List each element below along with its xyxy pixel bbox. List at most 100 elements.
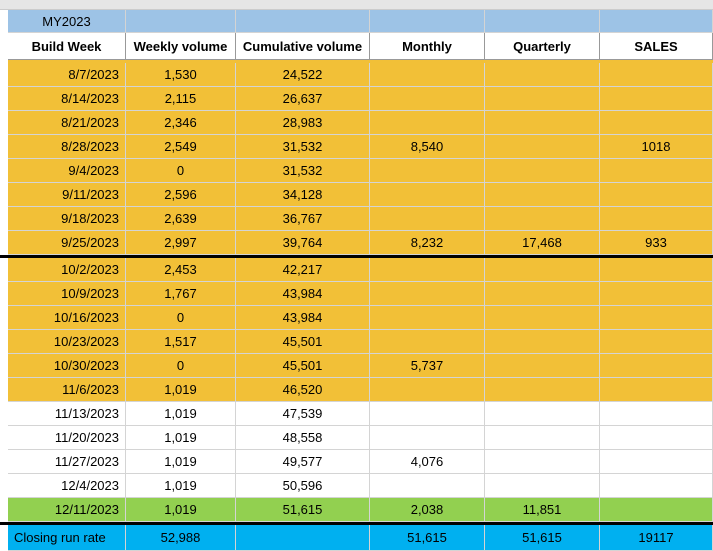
value-cell bbox=[370, 63, 485, 87]
value-cell: 31,532 bbox=[236, 135, 370, 159]
build-week: 9/11/2023 bbox=[8, 183, 126, 207]
column-header: SALES bbox=[600, 33, 713, 60]
value-cell bbox=[370, 207, 485, 231]
build-week: 9/25/2023 bbox=[8, 231, 126, 255]
value-cell: 49,577 bbox=[236, 450, 370, 474]
value-cell bbox=[485, 183, 600, 207]
value-cell bbox=[600, 282, 713, 306]
value-cell bbox=[485, 474, 600, 498]
column-header: Cumulative volume bbox=[236, 33, 370, 60]
build-week: 10/2/2023 bbox=[8, 258, 126, 282]
value-cell bbox=[600, 183, 713, 207]
value-cell: 1018 bbox=[600, 135, 713, 159]
value-cell bbox=[485, 207, 600, 231]
sheet-title: MY2023 bbox=[8, 10, 126, 33]
value-cell bbox=[370, 426, 485, 450]
value-cell bbox=[600, 354, 713, 378]
value-cell: 2,549 bbox=[126, 135, 236, 159]
value-cell bbox=[485, 426, 600, 450]
build-week: 11/27/2023 bbox=[8, 450, 126, 474]
value-cell: 1,019 bbox=[126, 474, 236, 498]
value-cell bbox=[370, 474, 485, 498]
column-strip bbox=[0, 0, 713, 10]
value-cell bbox=[600, 330, 713, 354]
value-cell bbox=[370, 87, 485, 111]
value-cell: 45,501 bbox=[236, 330, 370, 354]
value-cell: 28,983 bbox=[236, 111, 370, 135]
value-cell: 51,615 bbox=[236, 498, 370, 522]
value-cell: 2,346 bbox=[126, 111, 236, 135]
value-cell bbox=[485, 282, 600, 306]
closing-label: Closing run rate bbox=[8, 525, 126, 551]
value-cell bbox=[370, 402, 485, 426]
value-cell bbox=[600, 87, 713, 111]
value-cell bbox=[485, 378, 600, 402]
closing-value: 51,615 bbox=[485, 525, 600, 551]
value-cell bbox=[370, 330, 485, 354]
value-cell bbox=[485, 87, 600, 111]
build-week: 12/4/2023 bbox=[8, 474, 126, 498]
value-cell bbox=[485, 258, 600, 282]
value-cell: 2,596 bbox=[126, 183, 236, 207]
build-week: 10/23/2023 bbox=[8, 330, 126, 354]
value-cell: 46,520 bbox=[236, 378, 370, 402]
value-cell bbox=[485, 135, 600, 159]
value-cell: 1,019 bbox=[126, 450, 236, 474]
value-cell bbox=[370, 282, 485, 306]
title-cell bbox=[600, 10, 713, 33]
value-cell: 1,530 bbox=[126, 63, 236, 87]
closing-value bbox=[236, 525, 370, 551]
value-cell bbox=[485, 63, 600, 87]
build-week: 8/7/2023 bbox=[8, 63, 126, 87]
closing-value: 19117 bbox=[600, 525, 713, 551]
value-cell: 34,128 bbox=[236, 183, 370, 207]
title-cell bbox=[485, 10, 600, 33]
value-cell: 1,019 bbox=[126, 426, 236, 450]
value-cell bbox=[600, 402, 713, 426]
value-cell bbox=[600, 306, 713, 330]
value-cell: 933 bbox=[600, 231, 713, 255]
value-cell: 2,639 bbox=[126, 207, 236, 231]
title-cell bbox=[126, 10, 236, 33]
spacer bbox=[8, 60, 713, 64]
value-cell: 47,539 bbox=[236, 402, 370, 426]
value-cell: 0 bbox=[126, 306, 236, 330]
value-cell bbox=[600, 258, 713, 282]
build-week: 8/28/2023 bbox=[8, 135, 126, 159]
value-cell: 5,737 bbox=[370, 354, 485, 378]
build-week: 12/11/2023 bbox=[8, 498, 126, 522]
value-cell bbox=[600, 450, 713, 474]
value-cell: 43,984 bbox=[236, 306, 370, 330]
value-cell bbox=[370, 159, 485, 183]
build-week: 8/14/2023 bbox=[8, 87, 126, 111]
build-week: 9/4/2023 bbox=[8, 159, 126, 183]
value-cell bbox=[600, 63, 713, 87]
value-cell: 11,851 bbox=[485, 498, 600, 522]
title-cell bbox=[236, 10, 370, 33]
value-cell bbox=[485, 402, 600, 426]
value-cell: 26,637 bbox=[236, 87, 370, 111]
value-cell bbox=[485, 450, 600, 474]
value-cell: 0 bbox=[126, 159, 236, 183]
column-header: Quarterly bbox=[485, 33, 600, 60]
total-divider bbox=[0, 522, 713, 525]
value-cell bbox=[600, 111, 713, 135]
value-cell: 1,767 bbox=[126, 282, 236, 306]
value-cell: 31,532 bbox=[236, 159, 370, 183]
value-cell: 2,038 bbox=[370, 498, 485, 522]
build-week: 8/21/2023 bbox=[8, 111, 126, 135]
value-cell bbox=[485, 306, 600, 330]
quarter-divider bbox=[0, 255, 713, 258]
value-cell: 45,501 bbox=[236, 354, 370, 378]
title-cell bbox=[370, 10, 485, 33]
value-cell: 1,517 bbox=[126, 330, 236, 354]
value-cell bbox=[370, 111, 485, 135]
value-cell bbox=[370, 183, 485, 207]
value-cell: 36,767 bbox=[236, 207, 370, 231]
value-cell bbox=[600, 498, 713, 522]
value-cell: 4,076 bbox=[370, 450, 485, 474]
value-cell: 42,217 bbox=[236, 258, 370, 282]
value-cell bbox=[370, 306, 485, 330]
value-cell: 1,019 bbox=[126, 378, 236, 402]
build-week: 11/13/2023 bbox=[8, 402, 126, 426]
